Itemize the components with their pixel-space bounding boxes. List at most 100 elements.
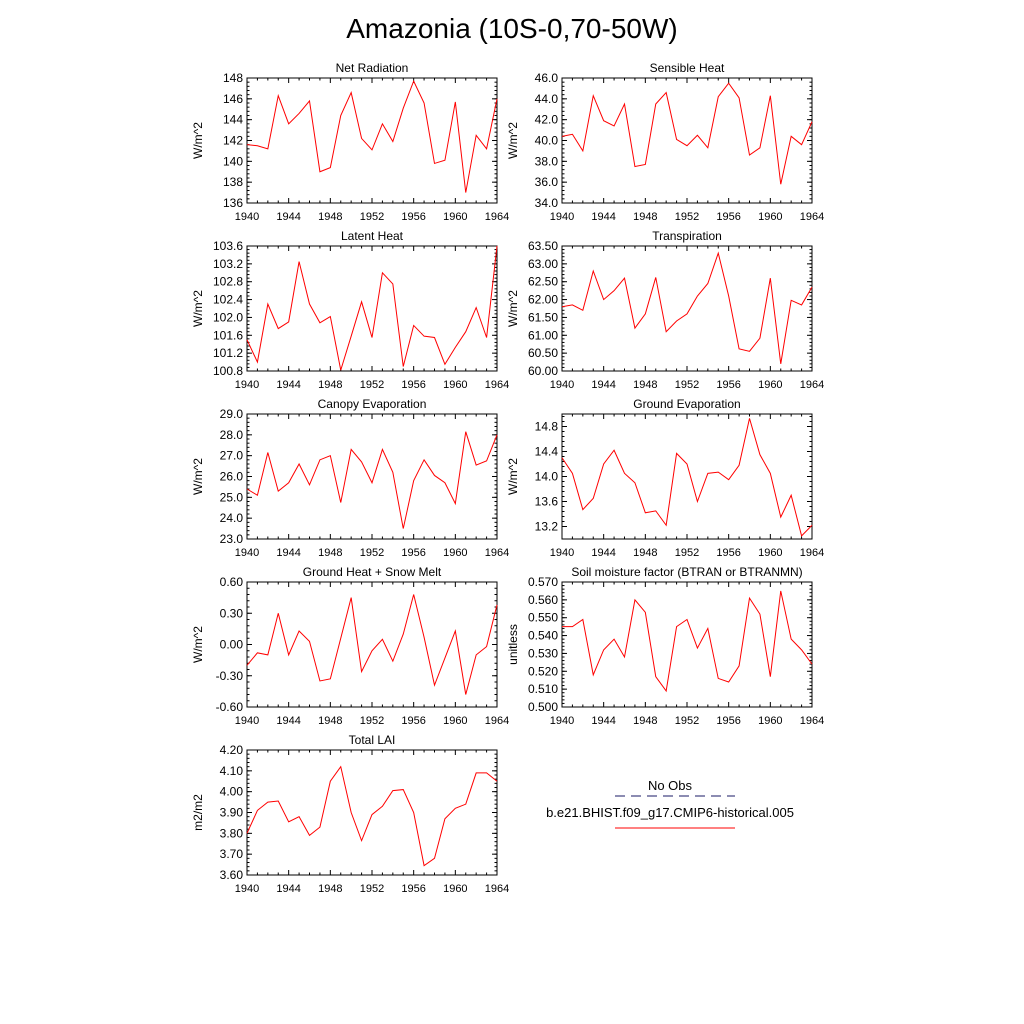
plot-frame	[246, 245, 498, 372]
chart-panel-total-lai: Total LAI 3.60 3.70 3.80 3.90 4.00 4.10 4.20 194…	[191, 733, 509, 895]
figure-title: Amazonia (10S-0,70-50W)	[346, 13, 678, 44]
x-tick-label: 1960	[758, 379, 782, 391]
y-axis-label: unitless	[506, 624, 520, 665]
x-tick-label: 1952	[360, 883, 384, 895]
x-tick-label: 1948	[318, 715, 342, 727]
y-tick-label: 0.540	[528, 629, 558, 643]
x-tick-label: 1944	[591, 547, 615, 559]
x-tick-label: 1952	[675, 211, 699, 223]
x-tick-label: 1956	[401, 379, 425, 391]
y-tick-label: 0.00	[220, 638, 244, 652]
y-tick-label: 13.6	[535, 495, 559, 509]
y-tick-label: 4.20	[220, 743, 244, 757]
x-tick-label: 1944	[591, 211, 615, 223]
y-tick-label: 100.8	[213, 364, 243, 378]
x-tick-label: 1960	[758, 211, 782, 223]
y-tick-label: 101.6	[213, 328, 243, 342]
x-tick-label: 1944	[276, 715, 300, 727]
x-tick-label: 1944	[276, 379, 300, 391]
y-tick-label: 0.30	[220, 606, 244, 620]
y-tick-label: 63.00	[528, 257, 558, 271]
x-tick-label: 1952	[360, 715, 384, 727]
legend-obs-swatch	[615, 795, 735, 797]
y-tick-label: 36.0	[535, 175, 559, 189]
x-tick-label: 1944	[276, 883, 300, 895]
chart-title: Ground Heat + Snow Melt	[303, 565, 442, 579]
series-line	[561, 418, 813, 537]
x-tick-label: 1944	[591, 379, 615, 391]
series-line	[246, 79, 498, 193]
x-tick-label: 1956	[401, 211, 425, 223]
y-tick-label: 146	[223, 92, 243, 106]
y-tick-label: 3.80	[220, 826, 244, 840]
y-tick-label: 61.50	[528, 310, 558, 324]
x-tick-label: 1948	[318, 883, 342, 895]
x-tick-label: 1948	[318, 379, 342, 391]
x-tick-label: 1964	[485, 715, 509, 727]
x-tick-label: 1940	[235, 883, 259, 895]
y-tick-label: 138	[223, 175, 243, 189]
chart-title: Canopy Evaporation	[318, 397, 427, 411]
chart-title: Sensible Heat	[650, 61, 725, 75]
y-axis-label: W/m^2	[506, 458, 520, 495]
chart-title: Ground Evaporation	[633, 397, 740, 411]
y-tick-label: 0.560	[528, 593, 558, 607]
x-tick-label: 1960	[758, 547, 782, 559]
chart-title: Transpiration	[652, 229, 722, 243]
x-tick-label: 1940	[550, 379, 574, 391]
series-line	[246, 594, 498, 695]
y-tick-label: 38.0	[535, 154, 559, 168]
x-tick-label: 1944	[591, 715, 615, 727]
plot-frame	[246, 581, 498, 708]
y-tick-label: 3.70	[220, 847, 244, 861]
y-tick-label: 0.530	[528, 646, 558, 660]
y-tick-label: 42.0	[535, 113, 559, 127]
x-tick-label: 1948	[318, 211, 342, 223]
x-tick-label: 1948	[318, 547, 342, 559]
chart-panel-latent-heat: Latent Heat 100.8 101.2 101.6 102.0 102.4 102.…	[191, 229, 509, 391]
y-tick-label: 0.550	[528, 611, 558, 625]
x-tick-label: 1952	[360, 211, 384, 223]
y-tick-label: 40.0	[535, 134, 559, 148]
legend-series-label: b.e21.BHIST.f09_g17.CMIP6-historical.005	[546, 805, 794, 820]
x-tick-label: 1952	[675, 379, 699, 391]
x-tick-label: 1960	[443, 547, 467, 559]
x-tick-label: 1940	[235, 379, 259, 391]
x-tick-label: 1952	[360, 379, 384, 391]
y-tick-label: 101.2	[213, 346, 243, 360]
y-tick-label: 140	[223, 154, 243, 168]
y-tick-label: 0.570	[528, 575, 558, 589]
x-tick-label: 1964	[485, 547, 509, 559]
x-tick-label: 1944	[276, 211, 300, 223]
y-tick-label: 102.8	[213, 275, 243, 289]
x-tick-label: 1948	[633, 211, 657, 223]
x-tick-label: 1964	[800, 715, 824, 727]
x-tick-label: 1940	[550, 715, 574, 727]
y-tick-label: 14.0	[535, 470, 559, 484]
y-tick-label: 62.50	[528, 275, 558, 289]
x-tick-label: 1956	[716, 715, 740, 727]
series-line	[562, 590, 813, 693]
x-tick-label: 1956	[716, 211, 740, 223]
y-tick-label: 46.0	[535, 71, 559, 85]
series-line	[246, 245, 498, 371]
y-tick-label: 34.0	[535, 196, 559, 210]
y-tick-label: 0.510	[528, 682, 558, 696]
y-tick-label: 142	[223, 134, 243, 148]
chart-panel-sensible-heat: Sensible Heat 34.0 36.0 38.0 40.0 42.0 44.0 46.…	[506, 61, 824, 223]
series-line	[246, 431, 498, 529]
x-tick-label: 1940	[550, 211, 574, 223]
x-tick-label: 1956	[401, 547, 425, 559]
y-tick-label: 102.4	[213, 293, 243, 307]
y-tick-label: 14.4	[535, 445, 559, 459]
x-tick-label: 1948	[633, 715, 657, 727]
y-tick-label: 29.0	[220, 407, 244, 421]
legend: No Obs b.e21.BHIST.f09_g17.CMIP6-histori…	[520, 778, 820, 832]
x-tick-label: 1960	[443, 883, 467, 895]
x-tick-label: 1964	[485, 211, 509, 223]
chart-panel-ground-evaporation: Ground Evaporation 13.2 13.6 14.0 14.4 14.8 19…	[506, 397, 824, 559]
y-tick-label: 4.10	[220, 764, 244, 778]
chart-title: Net Radiation	[336, 61, 409, 75]
x-tick-label: 1956	[716, 547, 740, 559]
x-tick-label: 1940	[235, 715, 259, 727]
